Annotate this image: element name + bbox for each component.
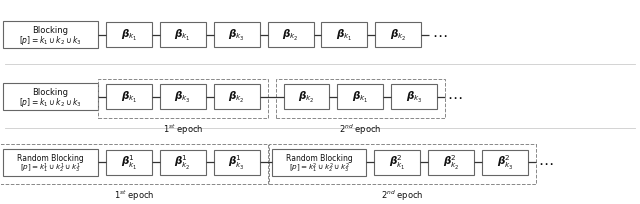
Text: $\cdots$: $\cdots$ [538,154,554,169]
Text: $\boldsymbol{\beta}^{1}_{k_3}$: $\boldsymbol{\beta}^{1}_{k_3}$ [228,154,245,172]
FancyBboxPatch shape [214,23,260,48]
FancyBboxPatch shape [321,23,367,48]
Text: $\boldsymbol{\beta}_{k_1}$: $\boldsymbol{\beta}_{k_1}$ [336,28,353,43]
FancyBboxPatch shape [428,150,474,175]
Text: $[p] = k_1 \cup k_2 \cup k_3$: $[p] = k_1 \cup k_2 \cup k_3$ [19,96,82,109]
FancyBboxPatch shape [3,149,98,176]
FancyBboxPatch shape [482,150,528,175]
Text: $\cdots$: $\cdots$ [447,89,463,104]
Text: $2^{nd}$ epoch: $2^{nd}$ epoch [381,188,424,202]
Text: $\boldsymbol{\beta}_{k_3}$: $\boldsymbol{\beta}_{k_3}$ [175,90,191,105]
Text: $2^{nd}$ epoch: $2^{nd}$ epoch [339,122,381,137]
FancyBboxPatch shape [271,149,366,176]
FancyBboxPatch shape [106,23,152,48]
FancyBboxPatch shape [337,85,383,109]
Text: $\boldsymbol{\beta}^{2}_{k_1}$: $\boldsymbol{\beta}^{2}_{k_1}$ [389,154,406,172]
Text: $\boldsymbol{\beta}_{k_2}$: $\boldsymbol{\beta}_{k_2}$ [298,90,315,105]
FancyBboxPatch shape [284,85,330,109]
FancyBboxPatch shape [214,85,260,109]
Text: $\boldsymbol{\beta}_{k_2}$: $\boldsymbol{\beta}_{k_2}$ [228,90,245,105]
FancyBboxPatch shape [214,150,260,175]
Text: $\boldsymbol{\beta}^{1}_{k_2}$: $\boldsymbol{\beta}^{1}_{k_2}$ [175,154,191,172]
FancyBboxPatch shape [391,85,437,109]
Text: $\boldsymbol{\beta}^{2}_{k_3}$: $\boldsymbol{\beta}^{2}_{k_3}$ [497,154,513,172]
FancyBboxPatch shape [374,150,420,175]
Text: $\boldsymbol{\beta}^{1}_{k_1}$: $\boldsymbol{\beta}^{1}_{k_1}$ [120,154,137,172]
Text: Random Blocking: Random Blocking [17,153,84,162]
FancyBboxPatch shape [160,150,205,175]
FancyBboxPatch shape [160,23,205,48]
Text: $[p] = k_1 \cup k_2 \cup k_3$: $[p] = k_1 \cup k_2 \cup k_3$ [19,34,82,47]
Text: $\boldsymbol{\beta}_{k_3}$: $\boldsymbol{\beta}_{k_3}$ [406,90,422,105]
Text: $\boldsymbol{\beta}_{k_2}$: $\boldsymbol{\beta}_{k_2}$ [390,28,406,43]
Text: $\boldsymbol{\beta}_{k_1}$: $\boldsymbol{\beta}_{k_1}$ [120,90,137,105]
Text: $\boldsymbol{\beta}_{k_1}$: $\boldsymbol{\beta}_{k_1}$ [352,90,369,105]
Text: Random Blocking: Random Blocking [285,153,353,162]
FancyBboxPatch shape [160,85,205,109]
Text: Blocking: Blocking [33,88,68,97]
Text: $[p] = k_1^1 \cup k_2^1 \cup k_3^1$: $[p] = k_1^1 \cup k_2^1 \cup k_3^1$ [20,161,81,174]
Text: Blocking: Blocking [33,26,68,35]
FancyBboxPatch shape [3,84,98,110]
Text: $\boldsymbol{\beta}_{k_1}$: $\boldsymbol{\beta}_{k_1}$ [175,28,191,43]
FancyBboxPatch shape [106,150,152,175]
Text: $\boldsymbol{\beta}^{2}_{k_2}$: $\boldsymbol{\beta}^{2}_{k_2}$ [443,154,460,172]
Text: $\cdots$: $\cdots$ [431,27,447,42]
FancyBboxPatch shape [3,22,98,49]
Text: $1^{st}$ epoch: $1^{st}$ epoch [114,188,154,202]
FancyBboxPatch shape [376,23,421,48]
Text: $\boldsymbol{\beta}_{k_1}$: $\boldsymbol{\beta}_{k_1}$ [120,28,137,43]
Text: $1^{st}$ epoch: $1^{st}$ epoch [163,122,203,137]
Text: $[p] = k_1^2 \cup k_2^2 \cup k_3^2$: $[p] = k_1^2 \cup k_2^2 \cup k_3^2$ [289,161,349,174]
FancyBboxPatch shape [268,23,314,48]
Text: $\boldsymbol{\beta}_{k_3}$: $\boldsymbol{\beta}_{k_3}$ [228,28,245,43]
FancyBboxPatch shape [106,85,152,109]
Text: $\boldsymbol{\beta}_{k_2}$: $\boldsymbol{\beta}_{k_2}$ [282,28,299,43]
